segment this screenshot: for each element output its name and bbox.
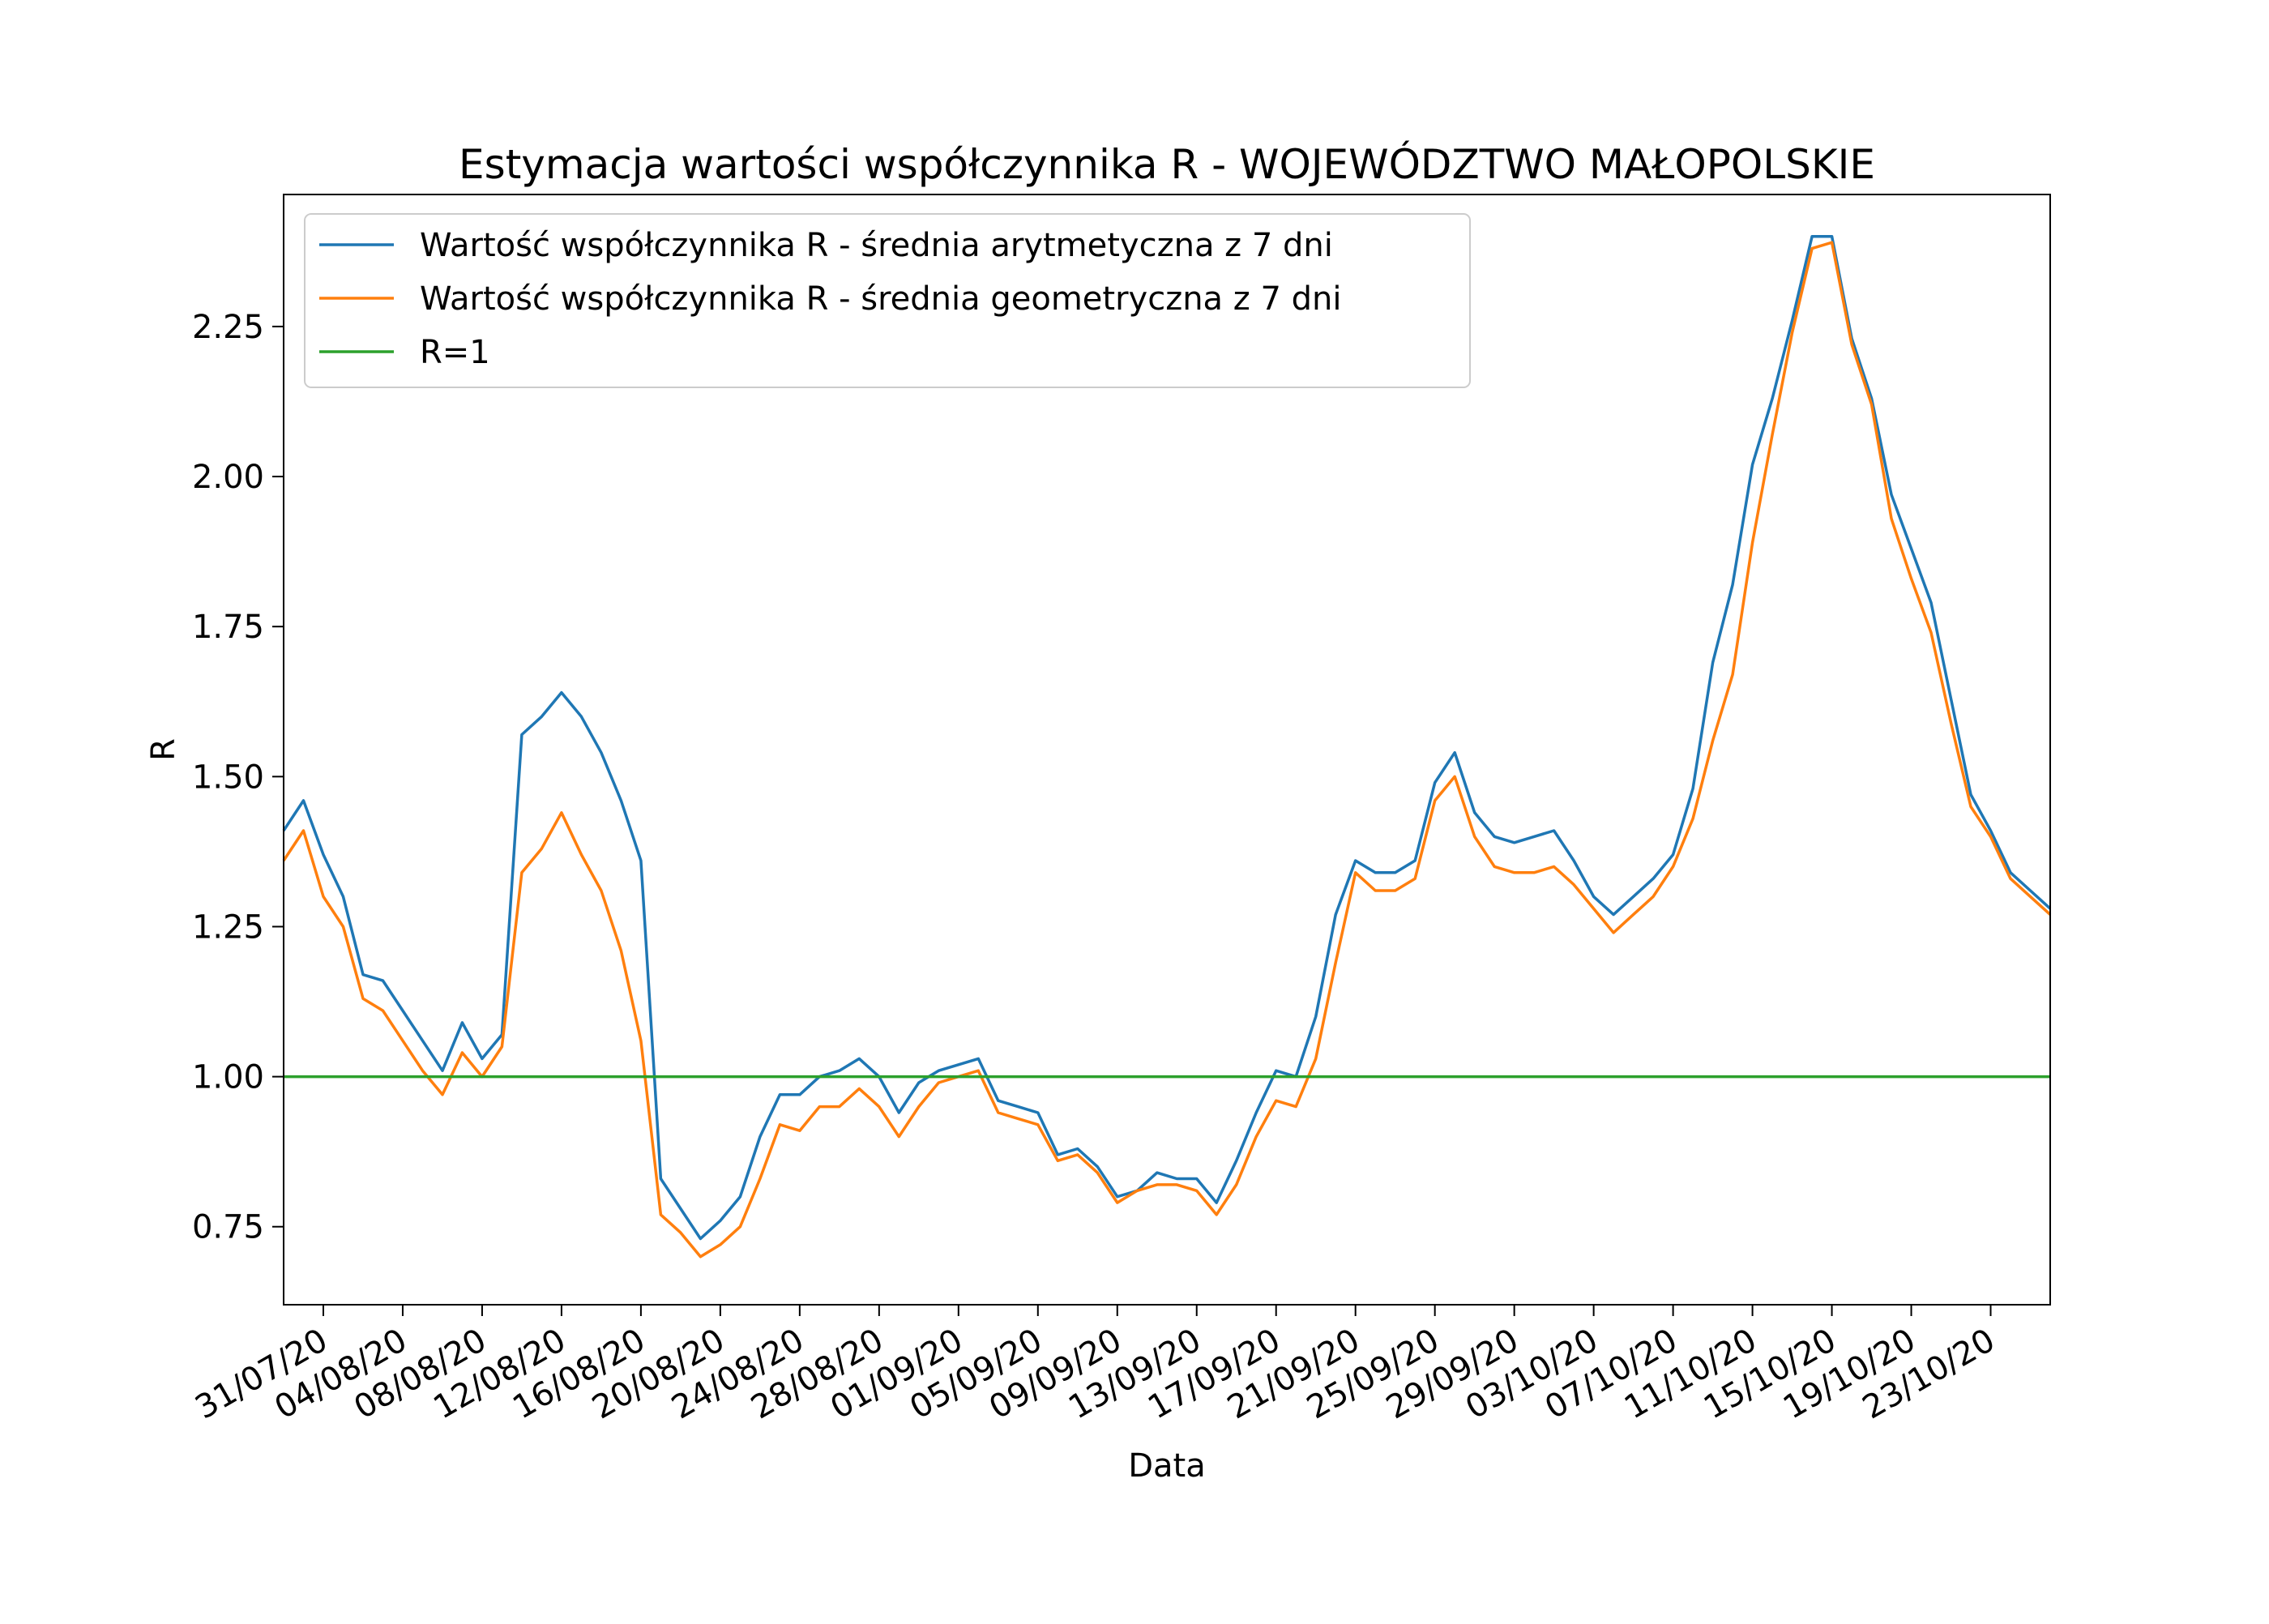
y-axis-label: R — [145, 738, 182, 761]
y-axis: 0.75 1.00 1.25 1.50 1.75 2.00 2.25 — [192, 309, 284, 1246]
legend-box — [304, 213, 1471, 388]
legend-label-2: Wartość współczynnika R - średnia geomet… — [420, 280, 1342, 318]
series-line-1 — [282, 235, 2052, 1241]
chart-title: Estymacja wartości współczynnika R - WOJ… — [459, 140, 1875, 188]
legend-label-1: Wartość współczynnika R - średnia arytme… — [420, 227, 1333, 264]
series-line-2 — [282, 241, 2052, 1259]
y-tick-label: 1.25 — [192, 908, 264, 946]
y-tick-label: 1.75 — [192, 609, 264, 646]
y-tick-label: 0.75 — [192, 1209, 264, 1246]
legend: Wartość współczynnika R - średnia arytme… — [304, 213, 1471, 388]
y-tick-label: 1.00 — [192, 1059, 264, 1096]
plot-frame — [283, 194, 2051, 1306]
series-layer — [282, 235, 2052, 1259]
y-tick-label: 2.25 — [192, 309, 264, 346]
y-tick-label: 2.00 — [192, 459, 264, 496]
legend-label-3: R=1 — [420, 334, 490, 371]
y-tick-label: 1.50 — [192, 759, 264, 796]
x-axis-label: Data — [1128, 1447, 1206, 1485]
